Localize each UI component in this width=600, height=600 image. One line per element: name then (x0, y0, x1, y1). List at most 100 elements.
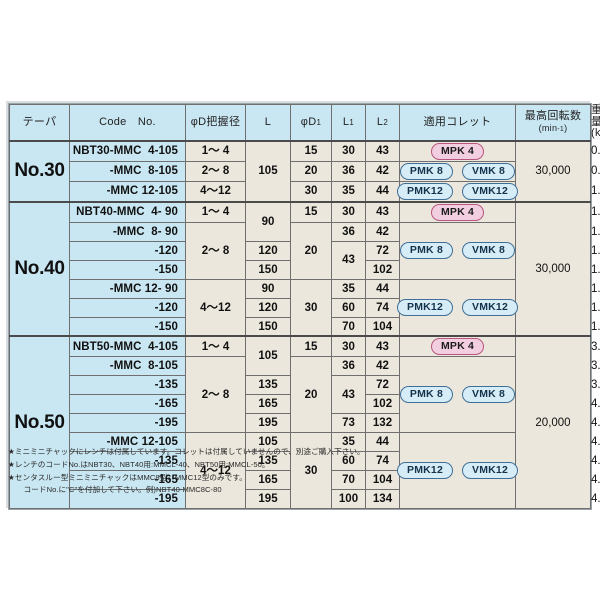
l2-cell: 132 (365, 413, 400, 434)
l2-cell: 104 (365, 316, 400, 337)
footnotes: ★ミニミニチャックにレンチは付属しています。コレットは付属していませんので、別途… (8, 447, 438, 498)
collet-badge-pmk[interactable]: PMK 8 (399, 386, 453, 404)
code-no-cell[interactable]: -150 (69, 259, 186, 280)
collet-cell: PMK 8 VMK 8 (399, 160, 516, 182)
d1-cell: 20 (290, 356, 332, 434)
code-no-cell[interactable]: -195 (69, 413, 186, 434)
code-no-cell[interactable]: -MMC 8-105 (69, 356, 186, 377)
collet-badge-mpk[interactable]: MPK 4 (430, 142, 485, 160)
code-no-cell[interactable]: -135 (69, 451, 186, 472)
l2-cell: 42 (365, 221, 400, 242)
header-L1: L1 (331, 103, 366, 142)
code-no-cell[interactable]: -MMC 8-105 (69, 160, 186, 182)
collet-badge-pmk[interactable]: PMK12 (396, 462, 453, 480)
taper-cell: No.30 (9, 139, 70, 203)
collet-badge-mpk[interactable]: MPK 4 (430, 203, 485, 221)
grip-cell: 4〜12 (185, 180, 246, 203)
code-no-cell[interactable]: -120 (69, 240, 186, 261)
l2-cell: 102 (365, 394, 400, 415)
collet-cell: PMK12 VMK12 (396, 180, 519, 203)
header-code-no: Code No. (69, 103, 186, 142)
collet-badge-vmk[interactable]: VMK 8 (462, 162, 516, 180)
l2-cell: 72 (365, 240, 400, 261)
specification-table-container: テーパ Code No. φD把握径 L φD1 L1 L2 適用コレット 最高… (8, 103, 600, 511)
code-no-cell[interactable]: NBT30-MMC 4-105 (69, 139, 186, 162)
code-no-cell[interactable]: -MMC 12-105 (69, 180, 186, 203)
collet-badge-vmk[interactable]: VMK 8 (462, 386, 516, 404)
footnote-line: コードNo.に"C"を付加して下さい。例)NBT40-MMC8C-80 (16, 485, 222, 495)
collet-cell: PMK 8 VMK 8 (399, 221, 516, 280)
code-no-cell[interactable]: -165 (69, 394, 186, 415)
collet-badge-group: PMK 8 VMK 8 (399, 386, 516, 404)
l2-cell: 42 (365, 160, 400, 182)
code-no-cell[interactable]: -120 (69, 297, 186, 318)
collet-badge-vmk[interactable]: VMK12 (462, 182, 519, 200)
collet-badge-vmk[interactable]: VMK12 (462, 299, 519, 317)
code-no-cell[interactable]: -135 (69, 375, 186, 396)
grip-cell: 2〜 8 (185, 356, 246, 434)
code-no-cell[interactable]: -195 (69, 489, 186, 510)
d1-cell: 15 (290, 200, 332, 223)
table-body: No.30 NBT30-MMC 4-105 1〜 4 105 15 30 43 MPK 4 30… (9, 139, 600, 510)
l-cell: 120 (245, 240, 291, 261)
l-cell: 195 (245, 413, 291, 434)
collet-badge-pmk[interactable]: PMK12 (396, 182, 453, 200)
table-header: テーパ Code No. φD把握径 L φD1 L1 L2 適用コレット 最高… (9, 103, 600, 142)
collet-cell: MPK 4 (399, 200, 516, 223)
l-cell: 135 (245, 375, 291, 396)
l2-cell: 43 (365, 335, 400, 358)
l1-cell: 35 (331, 180, 366, 203)
collet-badge-pmk[interactable]: PMK 8 (399, 242, 453, 260)
l1-cell: 70 (331, 316, 366, 337)
l1-cell: 36 (331, 160, 366, 182)
collet-badge-group: PMK 8 VMK 8 (399, 242, 516, 260)
footnote-line: ★レンチのコードNo.はNBT30、NBT40用:MMCL-40、NBT50用:… (8, 459, 270, 469)
l1-cell: 30 (331, 335, 366, 358)
code-no-cell[interactable]: NBT50-MMC 4-105 (69, 335, 186, 358)
taper-cell: No.40 (9, 200, 70, 337)
l2-cell: 104 (365, 470, 400, 491)
table-row: No.30 NBT30-MMC 4-105 1〜 4 105 15 30 43 MPK 4 30… (9, 139, 600, 203)
collet-badge-vmk[interactable]: VMK 8 (462, 242, 516, 260)
collet-badge-pmk[interactable]: PMK12 (396, 299, 453, 317)
collet-badge-group: MPK 4 (400, 338, 515, 356)
d1-cell: 15 (290, 139, 332, 162)
grip-cell: 2〜 8 (185, 160, 246, 182)
table-row: No.50 NBT50-MMC 4-105 1〜 4 105 15 30 43 MPK 4 20… (9, 335, 600, 510)
code-no-cell[interactable]: -MMC 12-105 (69, 432, 186, 453)
l1-cell: 35 (331, 432, 366, 453)
l2-cell: 134 (365, 489, 400, 510)
collet-badge-mpk[interactable]: MPK 4 (430, 338, 485, 356)
l1-cell: 60 (331, 297, 366, 318)
l-cell: 105 (245, 139, 291, 203)
collet-cell: PMK 8 VMK 8 (399, 356, 516, 434)
l-cell: 105 (245, 335, 291, 377)
collet-cell: PMK12 VMK12 (396, 278, 519, 337)
l-cell: 120 (245, 297, 291, 318)
code-no-cell[interactable]: -MMC 12- 90 (69, 278, 186, 299)
collet-cell: PMK12 VMK12 (396, 432, 519, 510)
l1-cell: 60 (331, 451, 366, 472)
code-no-cell[interactable]: -150 (69, 316, 186, 337)
l1-cell: 43 (331, 375, 366, 415)
code-no-cell[interactable]: NBT40-MMC 4- 90 (69, 200, 186, 223)
collet-badge-pmk[interactable]: PMK 8 (399, 162, 453, 180)
collet-badge-group: PMK12 VMK12 (396, 299, 519, 317)
collet-cell: MPK 4 (399, 335, 516, 358)
footnote-line: ★センタスルー型ミニミニチャックはMMC8型、MMC12型のみです。 (8, 472, 247, 482)
l-cell: 90 (245, 200, 291, 242)
code-no-cell[interactable]: -165 (69, 470, 186, 491)
l-cell: 135 (245, 451, 291, 472)
header-D1: φD1 (290, 103, 332, 142)
l1-cell: 30 (331, 200, 366, 223)
code-no-cell[interactable]: -MMC 8- 90 (69, 221, 186, 242)
d1-cell: 15 (290, 335, 332, 358)
collet-badge-vmk[interactable]: VMK12 (462, 462, 519, 480)
max-rpm-cell: 30,000 (515, 139, 591, 203)
